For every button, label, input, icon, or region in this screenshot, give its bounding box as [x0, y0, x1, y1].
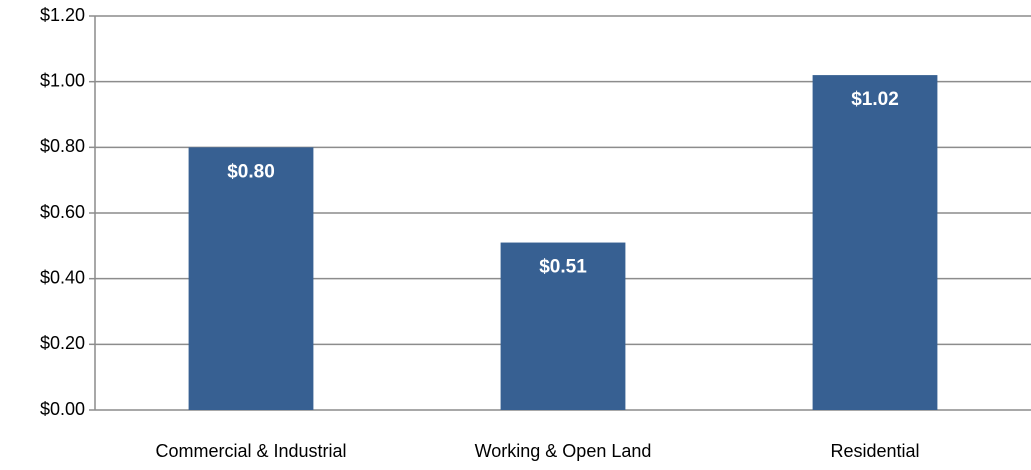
x-tick-label: Commercial & Industrial	[155, 441, 346, 461]
data-label: $0.51	[539, 257, 587, 278]
bar-layer	[188, 75, 938, 411]
x-tick-label: Working & Open Land	[475, 441, 652, 461]
y-tick-label: $0.60	[40, 202, 85, 222]
y-tick-label: $0.80	[40, 136, 85, 156]
data-label: $0.80	[227, 161, 275, 182]
bar	[500, 242, 626, 410]
bar	[188, 147, 314, 411]
data-label: $1.02	[851, 89, 899, 110]
y-tick-label: $1.00	[40, 70, 85, 90]
y-tick-label: $0.20	[40, 333, 85, 353]
x-tick-label: Residential	[830, 441, 919, 461]
y-tick-label: $0.00	[40, 399, 85, 419]
y-tick-label: $1.20	[40, 5, 85, 25]
label-layer: $0.00 $0.20 $0.40 $0.60 $0.80 $1.00 $1.20 Comme…	[40, 5, 920, 461]
y-tick-label: $0.40	[40, 267, 85, 287]
bar	[812, 75, 938, 410]
